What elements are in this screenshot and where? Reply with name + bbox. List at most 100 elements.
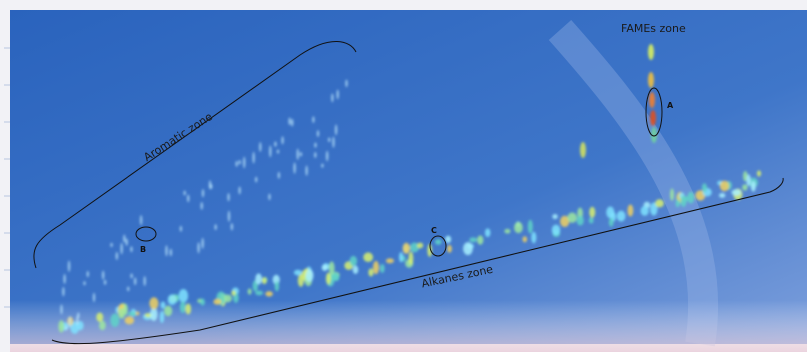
peak xyxy=(299,152,303,157)
axis-ticks xyxy=(4,47,10,308)
peak xyxy=(504,228,511,234)
peak xyxy=(60,304,63,315)
peak xyxy=(243,156,246,169)
peak xyxy=(363,252,374,262)
peak xyxy=(352,265,359,274)
peak xyxy=(179,225,183,232)
peak xyxy=(321,163,324,168)
peak xyxy=(655,199,664,208)
peak xyxy=(325,272,331,285)
peak xyxy=(92,292,96,303)
peak xyxy=(227,210,231,222)
peak xyxy=(201,188,205,198)
peak xyxy=(296,148,299,161)
peak xyxy=(230,223,234,231)
peak xyxy=(259,141,262,152)
peak xyxy=(178,288,189,303)
peak xyxy=(123,234,126,243)
aromatic-bracket xyxy=(33,41,357,269)
peak xyxy=(531,231,537,244)
peak xyxy=(746,174,751,187)
peak xyxy=(269,145,272,158)
peak xyxy=(742,184,748,191)
peak xyxy=(576,215,584,226)
peak xyxy=(120,242,123,255)
peak xyxy=(96,312,104,322)
peak xyxy=(316,130,320,137)
peak xyxy=(224,294,232,303)
peak xyxy=(327,137,331,143)
peak xyxy=(200,298,205,306)
peak xyxy=(101,270,105,280)
peak xyxy=(164,305,173,317)
marker-label: C xyxy=(431,226,437,235)
peak xyxy=(719,180,730,192)
peak xyxy=(312,116,315,124)
peak xyxy=(469,237,478,243)
peak xyxy=(276,149,280,154)
peak xyxy=(281,136,284,145)
peak xyxy=(477,235,484,245)
peak xyxy=(277,171,281,179)
peak xyxy=(200,201,203,210)
peak xyxy=(649,92,655,108)
peak xyxy=(268,193,271,201)
peak xyxy=(527,219,533,234)
peak xyxy=(314,142,317,148)
peak xyxy=(650,110,656,126)
peak xyxy=(185,303,192,315)
peak xyxy=(254,176,258,183)
peak xyxy=(336,89,339,100)
peak xyxy=(305,269,314,282)
peak xyxy=(252,151,255,164)
peak xyxy=(130,246,133,253)
peak xyxy=(349,255,358,267)
peak xyxy=(328,261,335,275)
peak xyxy=(201,237,204,249)
peak xyxy=(718,193,726,198)
peak xyxy=(123,303,128,316)
peak xyxy=(160,301,166,309)
peak xyxy=(58,320,65,333)
peak xyxy=(314,151,317,159)
peak xyxy=(159,310,165,324)
peak xyxy=(165,245,168,257)
peak xyxy=(76,320,84,331)
peak xyxy=(291,118,294,127)
peak xyxy=(288,117,291,126)
peak xyxy=(297,274,304,287)
peak xyxy=(115,251,119,261)
peak xyxy=(67,260,71,272)
peak xyxy=(372,260,379,275)
peaks xyxy=(58,44,762,334)
peak xyxy=(208,180,212,190)
peak xyxy=(616,210,626,222)
peak xyxy=(86,270,89,278)
marker-ring xyxy=(645,87,663,137)
peak xyxy=(522,236,528,243)
peak xyxy=(701,183,708,193)
marker-ring xyxy=(135,226,157,242)
peak xyxy=(183,190,186,196)
peak xyxy=(274,141,277,147)
peak xyxy=(103,279,107,285)
peak xyxy=(213,298,222,305)
peak xyxy=(484,228,491,238)
peak xyxy=(379,263,385,273)
peak xyxy=(332,136,335,148)
peak xyxy=(305,165,308,176)
peak xyxy=(627,204,634,217)
peak xyxy=(139,215,143,226)
peak xyxy=(580,142,586,158)
peak xyxy=(514,222,523,234)
peak xyxy=(227,192,230,202)
peak xyxy=(247,288,252,295)
peak xyxy=(64,325,68,331)
plot-area xyxy=(10,10,807,344)
peak xyxy=(321,264,328,271)
peak xyxy=(238,160,241,165)
peak xyxy=(640,205,649,216)
peak xyxy=(560,215,570,228)
peak xyxy=(118,308,126,319)
peak xyxy=(687,191,695,204)
